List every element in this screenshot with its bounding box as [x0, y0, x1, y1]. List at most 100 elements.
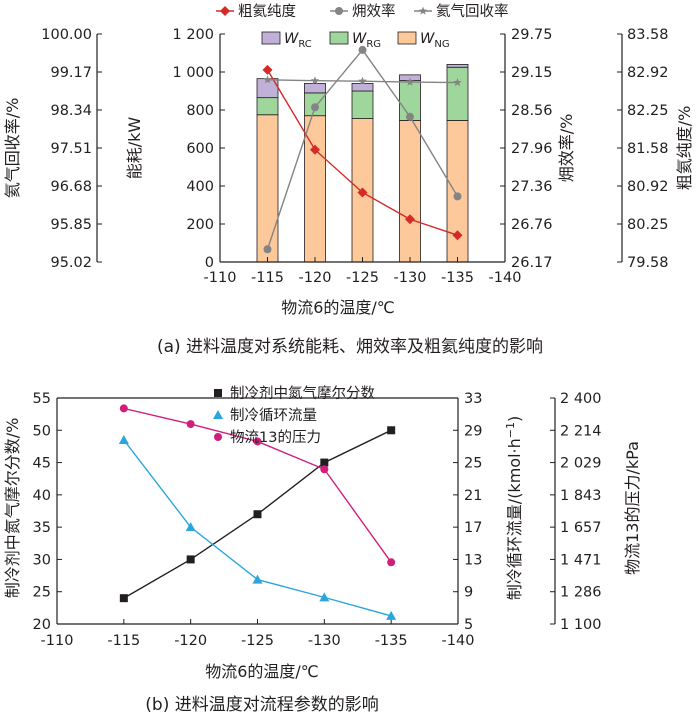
- bar-WRG--135: [446, 66, 469, 121]
- tick-label-purity: 80.25: [627, 217, 669, 233]
- tick-labels-a: 0 95.02 26.17 79.58 200 95.85 26.76 80.25 400 96.…: [41, 27, 668, 286]
- legend-label-purity: 粗氦纯度: [238, 3, 296, 20]
- tick-label-purity: 83.58: [627, 27, 669, 43]
- x-axis-label-a: 物流6的温度/℃: [281, 298, 395, 317]
- legend-a: 粗氦纯度 㶲效率 氦气回收率 WRC WRG WNG: [216, 3, 509, 50]
- y-axis-label-energy: 能耗/kW: [125, 117, 144, 180]
- tick-label-x-b: -135: [375, 633, 408, 649]
- legend-label-RC: WRC: [284, 31, 312, 50]
- y-axis-label-pressure: 物流13的压力/kPa: [623, 441, 642, 575]
- x-axis-label-b: 物流6的温度/℃: [205, 662, 319, 681]
- point-exergy--130: [406, 112, 414, 121]
- point-pressure--120: [186, 420, 195, 429]
- point-exergy--125: [358, 45, 367, 54]
- panel-a-chart: 0 95.02 26.17 79.58 200 95.85 26.76 80.25 400 96.…: [3, 3, 694, 357]
- tick-label-flow: 9: [464, 585, 473, 601]
- tick-label-flow: 29: [464, 423, 482, 439]
- tick-label-mole: 45: [33, 456, 51, 472]
- tick-label-mole: 20: [33, 617, 51, 633]
- y-axis-label-recovery: 氦气回收率/%: [3, 98, 22, 199]
- tick-label-exergy: 26.17: [511, 255, 553, 271]
- point-exergy--120: [311, 103, 319, 112]
- tick-label-recovery: 96.68: [50, 179, 92, 195]
- legend-marker-flow: [213, 410, 223, 419]
- point-recovery--115: [263, 75, 272, 84]
- tick-label-mole: 35: [33, 520, 51, 536]
- tick-label-x-b: -115: [107, 633, 140, 649]
- flow-label-end: ): [505, 416, 524, 422]
- tick-label-flow: 25: [464, 456, 482, 472]
- legend-label-NG: WNG: [420, 31, 450, 50]
- tick-label-x-b: -120: [174, 633, 207, 649]
- tick-label-mole: 40: [33, 488, 51, 504]
- tick-label-flow: 13: [464, 552, 482, 568]
- tick-label-flow: 21: [464, 488, 482, 504]
- line-flow: [123, 439, 392, 617]
- tick-label-energy: 1 000: [172, 65, 214, 81]
- tick-label-x-a: -115: [251, 270, 284, 286]
- bar-WNG--130: [399, 120, 421, 263]
- y-axis-label-flow: 制冷循环流量/(kmol·h−1): [504, 416, 524, 600]
- tick-label-recovery: 100.00: [41, 27, 92, 43]
- tick-label-pressure: 1 843: [560, 488, 602, 504]
- tick-label-recovery: 95.85: [50, 217, 92, 233]
- legend-label-mole: 制冷剂中氮气摩尔分数: [230, 384, 375, 402]
- point-flow--130: [319, 592, 330, 602]
- legend-label-RG: WRG: [352, 31, 381, 50]
- axes-a: [96, 33, 623, 263]
- tick-label-x-a: -130: [394, 270, 427, 286]
- tick-label-flow: 17: [464, 520, 482, 536]
- point-mole--120: [186, 555, 195, 564]
- point-flow--115: [118, 434, 129, 444]
- bar-WRG--125: [351, 90, 374, 119]
- caption-b: (b) 进料温度对流程参数的影响: [145, 695, 378, 715]
- legend-swatch-RC: [261, 31, 281, 45]
- tick-label-x-a: -120: [299, 270, 332, 286]
- y-axis-label-exergy: 㶲效率/%: [557, 114, 576, 183]
- point-pressure--130: [320, 465, 329, 474]
- tick-label-exergy: 29.15: [511, 65, 553, 81]
- tick-label-energy: 800: [186, 103, 214, 119]
- tick-label-pressure: 1 286: [560, 585, 602, 601]
- tick-label-recovery: 98.34: [50, 103, 92, 119]
- legend-marker-recovery: [418, 6, 428, 15]
- axes-b: [56, 397, 556, 625]
- tick-label-x-b: -140: [442, 633, 475, 649]
- tick-label-purity: 80.92: [627, 179, 669, 195]
- point-flow--135: [386, 610, 397, 620]
- tick-label-x-a: -110: [204, 270, 237, 286]
- tick-label-x-a: -125: [346, 270, 379, 286]
- tick-label-exergy: 27.36: [511, 179, 553, 195]
- legend-label-flow: 制冷循环流量: [230, 407, 317, 424]
- flow-label-sup: −1: [504, 422, 517, 438]
- point-recovery--125: [358, 76, 367, 85]
- tick-label-flow: 33: [464, 391, 482, 407]
- tick-label-pressure: 2 029: [560, 456, 602, 472]
- legend-label-exergy: 㶲效率: [352, 3, 396, 20]
- point-mole--115: [119, 594, 128, 603]
- tick-label-recovery: 95.02: [50, 255, 92, 271]
- tick-label-recovery: 99.17: [50, 65, 92, 81]
- legend-swatch-NG: [397, 31, 417, 45]
- legend-marker-mole: [214, 389, 222, 397]
- legend-marker-pressure: [214, 433, 222, 441]
- legend-label-recovery: 氦气回收率: [436, 3, 509, 20]
- legend-swatch-RG: [329, 31, 349, 45]
- flow-label-main: 制冷循环流量/(kmol·h: [505, 438, 524, 600]
- tick-label-pressure: 1 471: [560, 552, 602, 568]
- tick-label-mole: 25: [33, 585, 51, 601]
- point-mole--130: [320, 458, 329, 467]
- point-mole--125: [253, 510, 262, 519]
- tick-label-mole: 50: [33, 423, 51, 439]
- tick-label-exergy: 29.75: [511, 27, 553, 43]
- tick-label-energy: 600: [186, 141, 214, 157]
- tick-label-purity: 82.92: [627, 65, 669, 81]
- point-pressure--125: [253, 437, 262, 446]
- point-purity--135: [452, 230, 463, 241]
- point-recovery--120: [310, 76, 320, 85]
- panel-b-chart: 20 5 1 100 25 9 1 286 30 13 1 471 35 17 1 657 40 21 1 …: [3, 384, 642, 715]
- point-flow--120: [185, 522, 196, 532]
- point-purity--115: [262, 64, 273, 75]
